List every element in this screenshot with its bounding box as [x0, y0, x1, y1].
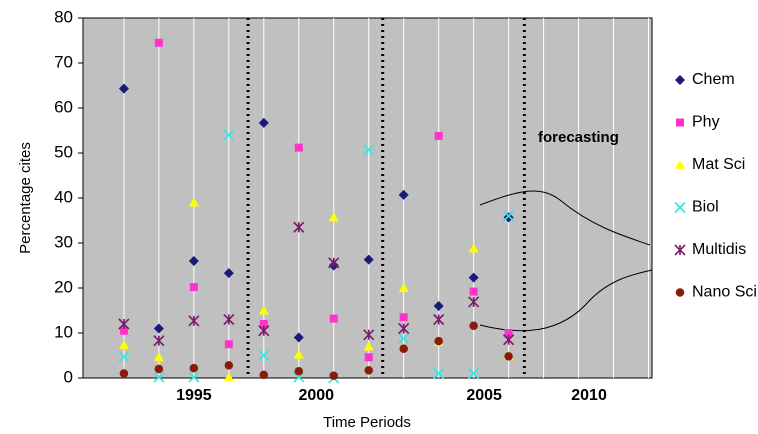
y-tick-label: 40: [54, 187, 73, 206]
data-point: [260, 371, 269, 380]
annotation: forecasting: [538, 129, 619, 146]
legend-label: Mat Sci: [692, 156, 745, 173]
legend-marker: [675, 160, 685, 169]
legend-label: Chem: [692, 71, 735, 88]
data-point: [400, 313, 408, 321]
data-point: [120, 369, 128, 378]
data-point: [225, 340, 233, 348]
data-point: [295, 367, 304, 376]
x-tick-label: 2005: [466, 387, 502, 404]
data-point: [469, 322, 478, 331]
x-tick-label: 2010: [571, 387, 607, 404]
legend-label: Multidis: [692, 241, 746, 258]
data-point: [225, 361, 234, 370]
legend-marker: [675, 245, 685, 255]
chart: Percentage cites Time Periods 0 10 20 30 40 5…: [0, 0, 758, 434]
y-tick-label: 30: [54, 232, 73, 251]
legend-label: Phy: [692, 114, 720, 131]
legend-marker: [676, 119, 684, 127]
data-point: [434, 337, 443, 346]
legend-label: Nano Sci: [692, 284, 757, 301]
data-point: [435, 132, 443, 140]
y-tick-label: 80: [54, 7, 73, 26]
y-tick-label: 50: [54, 142, 73, 161]
y-tick-label: 0: [64, 367, 73, 386]
data-point: [155, 39, 163, 47]
y-axis-label: Percentage cites: [17, 142, 34, 254]
x-tick-label: 1995: [176, 387, 212, 404]
data-point: [470, 288, 478, 296]
data-point: [295, 144, 303, 152]
y-tick-label: 20: [54, 277, 73, 296]
y-tick-label: 10: [54, 322, 73, 341]
legend-marker: [675, 203, 685, 213]
data-point: [190, 283, 198, 291]
legend-marker: [676, 288, 685, 297]
legend-label: Biol: [692, 199, 719, 216]
plot-area: [83, 18, 652, 378]
x-axis-label: Time Periods: [323, 414, 411, 431]
data-point: [399, 345, 408, 354]
data-point: [365, 353, 373, 361]
legend-marker: [675, 75, 685, 85]
data-point: [330, 315, 338, 323]
data-point: [190, 364, 199, 373]
x-tick-label: 2000: [298, 387, 334, 404]
y-tick-label: 70: [54, 52, 73, 71]
data-point: [155, 365, 164, 374]
y-tick-label: 60: [54, 97, 73, 116]
data-point: [364, 366, 373, 375]
data-point: [330, 372, 339, 381]
data-point: [504, 352, 513, 361]
